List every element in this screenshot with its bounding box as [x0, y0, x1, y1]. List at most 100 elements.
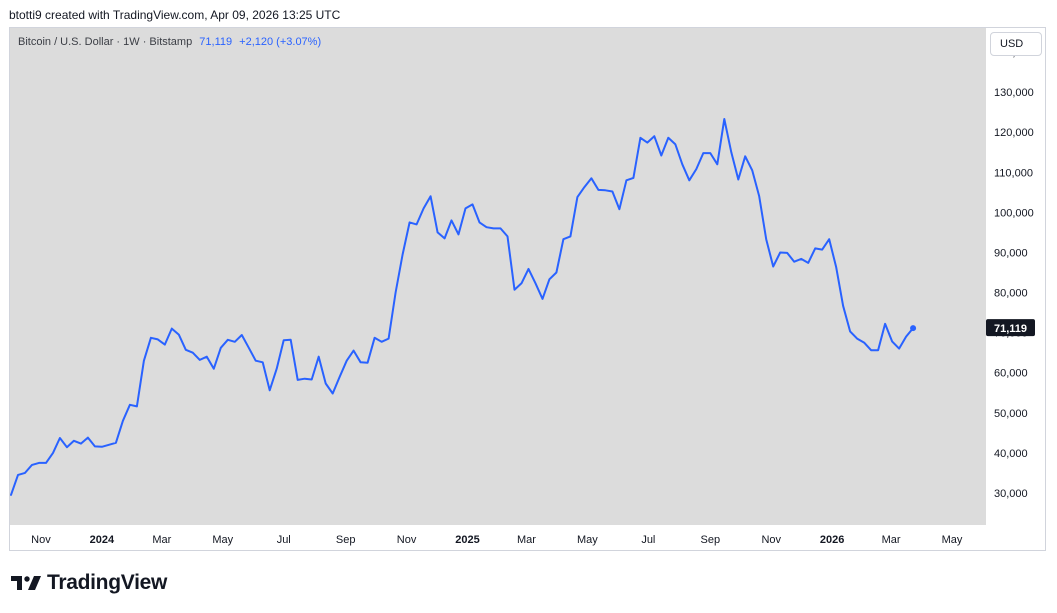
x-tick-label: Nov — [31, 534, 51, 546]
data-point — [171, 327, 173, 329]
data-point — [17, 474, 19, 476]
data-point — [583, 186, 585, 188]
data-point — [115, 442, 117, 444]
data-point — [744, 155, 746, 157]
data-point — [366, 362, 368, 364]
data-point — [653, 135, 655, 137]
data-point — [597, 189, 599, 191]
data-point — [856, 337, 858, 339]
x-tick-label: 2024 — [90, 534, 115, 546]
price-line — [10, 118, 915, 496]
y-tick-label: 40,000 — [994, 448, 1028, 460]
data-point — [373, 337, 375, 339]
data-point — [415, 223, 417, 225]
data-point — [213, 368, 215, 370]
x-tick-label: Sep — [336, 534, 356, 546]
tradingview-logo[interactable]: TradingView — [11, 570, 167, 596]
y-tick-label: 80,000 — [994, 288, 1028, 300]
data-point — [101, 446, 103, 448]
data-point — [513, 289, 515, 291]
data-point — [765, 238, 767, 240]
data-point — [807, 262, 809, 264]
data-point — [206, 356, 208, 358]
data-point — [24, 472, 26, 474]
data-point — [709, 152, 711, 154]
data-point — [660, 154, 662, 156]
data-point — [877, 349, 879, 351]
data-point — [618, 208, 620, 210]
x-tick-label: Sep — [700, 534, 720, 546]
y-tick-label: 90,000 — [994, 247, 1028, 259]
data-point — [520, 282, 522, 284]
data-point — [702, 152, 704, 154]
data-point — [835, 266, 837, 268]
last-price-badge — [986, 319, 1035, 337]
y-tick-label: 110,000 — [994, 167, 1033, 179]
data-point — [506, 235, 508, 237]
data-point — [31, 464, 33, 466]
y-tick-label: 60,000 — [994, 368, 1028, 380]
data-point — [842, 305, 844, 307]
data-point — [632, 177, 634, 179]
time-scale[interactable] — [10, 525, 1045, 550]
data-point — [290, 339, 292, 341]
data-point — [730, 151, 732, 153]
data-point — [898, 347, 900, 349]
data-point — [436, 231, 438, 233]
data-point — [793, 261, 795, 263]
data-point — [569, 235, 571, 237]
data-point — [178, 333, 180, 335]
data-point — [227, 339, 229, 341]
data-point — [359, 361, 361, 363]
data-point — [241, 334, 243, 336]
data-point — [492, 227, 494, 229]
data-point — [891, 340, 893, 342]
price-scale[interactable] — [986, 28, 1045, 525]
data-point — [220, 347, 222, 349]
x-tick-label: Jul — [277, 534, 291, 546]
legend-symbol: Bitcoin / U.S. Dollar · 1W · Bitstamp — [18, 36, 193, 48]
data-point — [548, 278, 550, 280]
data-point — [471, 203, 473, 205]
x-tick-label: Jul — [641, 534, 655, 546]
data-point — [863, 341, 865, 343]
data-point — [108, 444, 110, 446]
data-point — [304, 378, 306, 380]
data-point — [625, 179, 627, 181]
data-point — [716, 163, 718, 165]
data-point — [443, 237, 445, 239]
plot-area[interactable] — [10, 28, 986, 525]
y-tick-label: 50,000 — [994, 408, 1028, 420]
data-point — [681, 163, 683, 165]
data-point — [485, 226, 487, 228]
data-point — [80, 442, 82, 444]
data-point — [73, 440, 75, 442]
currency-button[interactable]: USD — [990, 32, 1042, 56]
y-tick-label: 100,000 — [994, 207, 1034, 219]
data-point — [422, 207, 424, 209]
symbol-legend[interactable]: Bitcoin / U.S. Dollar · 1W · Bitstamp 71… — [18, 36, 321, 48]
data-point — [394, 291, 396, 293]
data-point — [821, 248, 823, 250]
data-point — [59, 437, 61, 439]
data-point — [604, 189, 606, 191]
x-tick-label: Nov — [761, 534, 781, 546]
data-point — [723, 118, 725, 120]
data-point — [408, 221, 410, 223]
data-point — [786, 252, 788, 254]
data-point — [905, 335, 907, 337]
data-point — [800, 258, 802, 260]
x-tick-label: Mar — [517, 534, 536, 546]
y-tick-label: 30,000 — [994, 488, 1028, 500]
data-point — [737, 178, 739, 180]
data-point — [38, 462, 40, 464]
data-point — [849, 330, 851, 332]
data-point — [639, 137, 641, 139]
data-point — [192, 352, 194, 354]
data-point — [527, 268, 529, 270]
data-point — [297, 379, 299, 381]
data-point — [94, 445, 96, 447]
x-tick-label: May — [577, 534, 598, 546]
data-point — [534, 282, 536, 284]
